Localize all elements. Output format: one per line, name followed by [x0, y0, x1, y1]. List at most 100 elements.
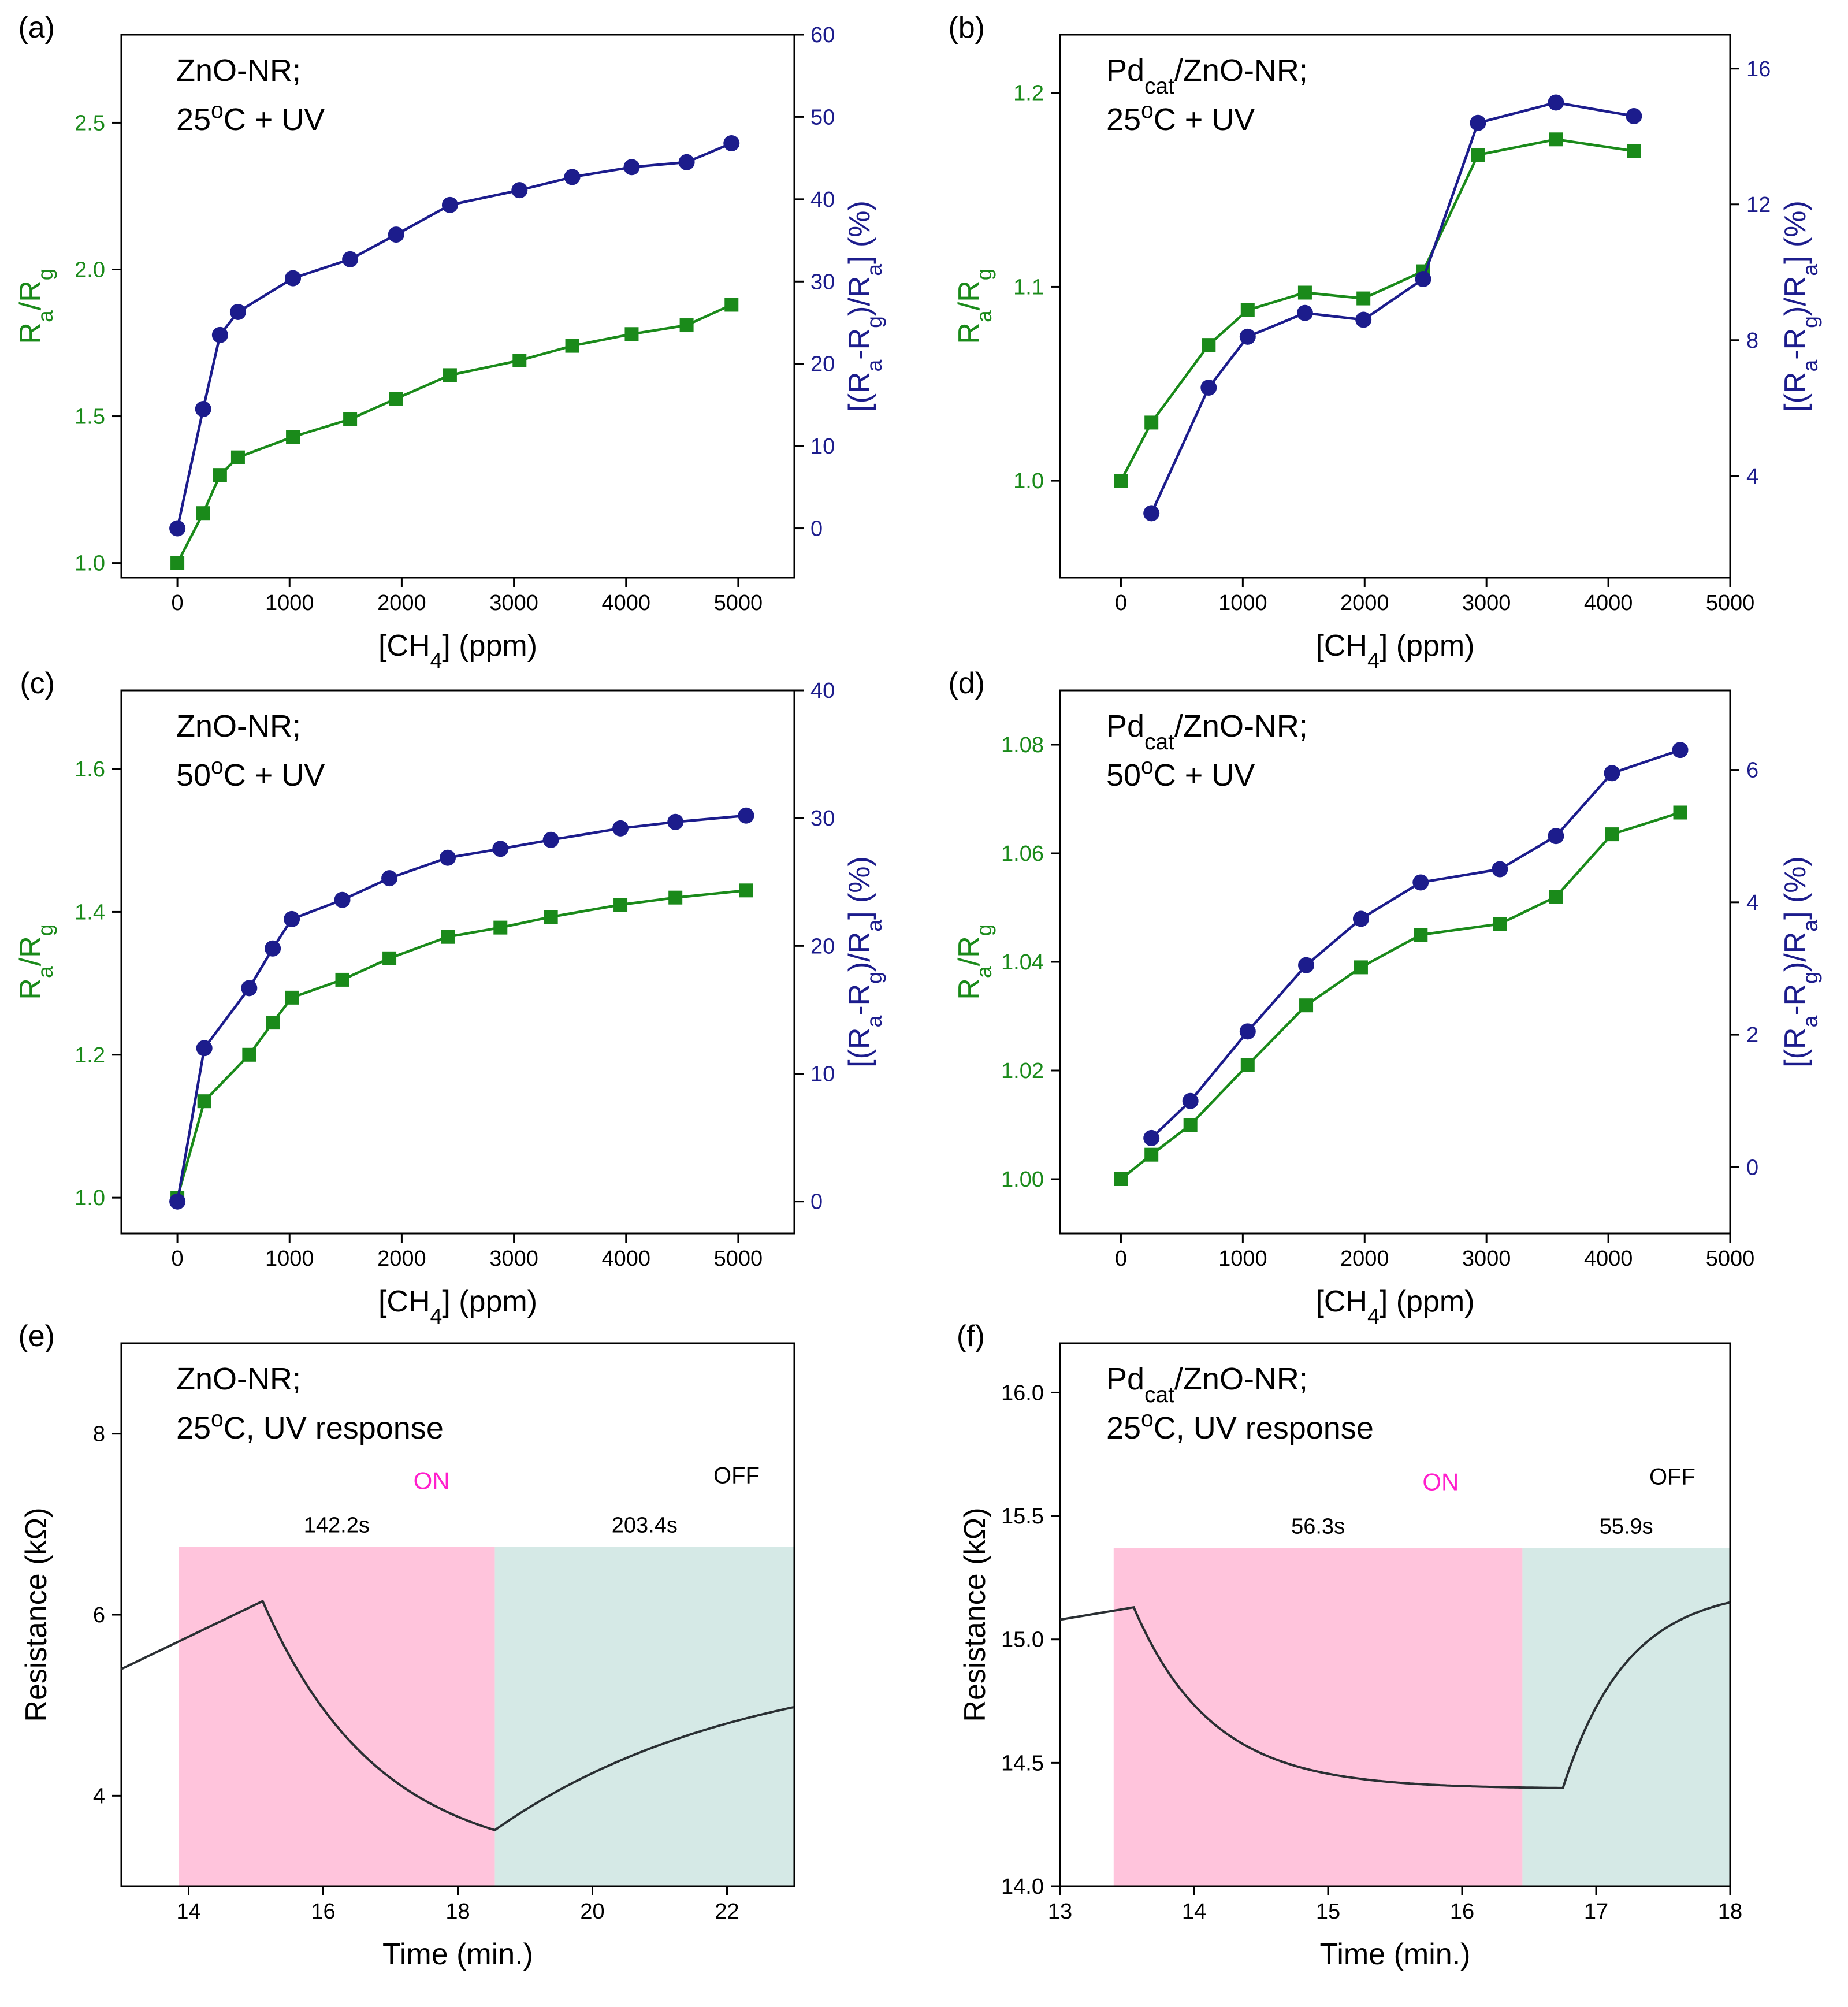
sample-label: Pdcat/ZnO-NR;: [1106, 709, 1308, 755]
ratio-data-point: [197, 1094, 211, 1109]
y2-tick-label: 10: [810, 1062, 835, 1087]
ratio-data-point: [1240, 1058, 1255, 1072]
response-data-point: [678, 154, 695, 170]
ratio-data-point: [724, 298, 739, 312]
response-data-point: [388, 226, 404, 243]
condition-label: 25oC, UV response: [1106, 1407, 1374, 1446]
resistance-trace: [121, 1599, 795, 1832]
panel-label: (f): [957, 1320, 985, 1353]
y2-tick-label: 0: [810, 1190, 823, 1214]
ratio-data-point: [285, 990, 299, 1005]
panel-label: (c): [20, 667, 55, 700]
y-tick-label: 6: [93, 1603, 105, 1627]
y-axis-label: Ra/Rg: [953, 924, 996, 999]
ratio-series-line: [1120, 811, 1681, 1180]
y-tick-label: 1.2: [75, 1043, 105, 1068]
ratio-data-point: [1114, 1172, 1128, 1186]
x-axis-label: Time (min.): [382, 1938, 533, 1971]
y-tick-label: 1.2: [1013, 81, 1044, 106]
condition-label: 50oC + UV: [1106, 754, 1255, 793]
y-tick-label: 8: [93, 1422, 105, 1447]
x-tick-label: 4000: [1584, 1247, 1633, 1271]
x-tick-label: 1000: [265, 591, 314, 615]
x-tick-label: 2000: [377, 1247, 426, 1271]
condition-label: 25oC + UV: [1106, 98, 1255, 137]
ratio-data-point: [242, 1047, 256, 1062]
y2-tick-label: 4: [1746, 464, 1758, 489]
on-duration-label: 142.2s: [304, 1514, 370, 1538]
ratio-data-point: [668, 890, 683, 905]
response-data-point: [285, 270, 302, 287]
response-data-point: [1143, 1129, 1160, 1146]
x-tick-label: 4000: [601, 1247, 650, 1271]
uv-off-label: OFF: [1649, 1465, 1695, 1490]
ratio-data-point: [1299, 998, 1314, 1013]
y-tick-label: 1.06: [1001, 842, 1044, 866]
ratio-data-point: [565, 339, 579, 353]
panel-label: (d): [948, 667, 985, 700]
ratio-data-point: [1114, 474, 1128, 488]
response-data-point: [342, 251, 359, 267]
x-tick-label: 20: [580, 1900, 604, 1924]
x-tick-label: 5000: [714, 1247, 763, 1271]
x-tick-label: 0: [1115, 591, 1127, 615]
y-tick-label: 1.00: [1001, 1168, 1044, 1192]
uv-on-region: [179, 1547, 495, 1886]
y2-tick-label: 60: [810, 23, 835, 47]
y-tick-label: 2.0: [75, 258, 105, 282]
uv-on-label: ON: [414, 1467, 450, 1495]
ratio-data-point: [389, 392, 403, 406]
response-data-point: [1200, 380, 1217, 396]
x-tick-label: 16: [1450, 1900, 1474, 1924]
y2-tick-label: 16: [1746, 57, 1771, 81]
plot-frame: [120, 689, 795, 1235]
chart-panel-c: 0 1000 2000 3000 4000 5000 1.0 1.2 1.4 1.6 0 10 20 30…: [14, 667, 886, 1328]
y-tick-label: 1.04: [1001, 950, 1044, 975]
condition-label: 25oC + UV: [176, 98, 325, 137]
response-data-point: [284, 910, 300, 927]
chart-panel-e: 142.2s 203.4s ON OFF 14 16 18 20 22 4 6 8 Time (min.…: [18, 1320, 795, 1971]
x-tick-label: 1000: [1218, 591, 1267, 615]
sample-label: Pdcat/ZnO-NR;: [1106, 53, 1308, 99]
y-axis-label: Ra/Rg: [953, 268, 996, 344]
response-data-point: [195, 401, 211, 418]
ratio-data-point: [266, 1016, 280, 1030]
x-axis-label: [CH4] (ppm): [378, 629, 537, 672]
sample-label: ZnO-NR;: [176, 53, 301, 88]
x-tick-label: 17: [1584, 1900, 1608, 1924]
response-data-point: [1298, 957, 1315, 973]
y-axis-label: Ra/Rg: [14, 924, 57, 999]
y2-tick-label: 4: [1746, 891, 1758, 915]
condition-label: 50oC + UV: [176, 754, 325, 793]
response-data-point: [738, 807, 754, 824]
plot-frame: [120, 34, 795, 579]
y2-tick-label: 20: [810, 934, 835, 958]
y-axis-label: Ra/Rg: [14, 268, 57, 344]
x-tick-label: 0: [172, 591, 184, 615]
response-data-point: [667, 813, 684, 830]
plot-frame: [1059, 34, 1731, 579]
ratio-data-point: [286, 430, 300, 444]
x-tick-label: 0: [172, 1247, 184, 1271]
response-data-point: [542, 831, 559, 848]
y-tick-label: 1.02: [1001, 1059, 1044, 1083]
uv-off-label: OFF: [713, 1463, 760, 1489]
resistance-trace: [1059, 1601, 1731, 1789]
x-axis-label: [CH4] (ppm): [1315, 1285, 1474, 1328]
y2-tick-label: 0: [810, 517, 823, 541]
ratio-data-point: [512, 354, 527, 367]
x-tick-label: 1000: [265, 1247, 314, 1271]
y2-tick-label: 30: [810, 270, 835, 294]
ratio-data-point: [613, 898, 628, 912]
ratio-data-point: [1627, 144, 1641, 158]
x-tick-label: 16: [311, 1900, 335, 1924]
x-tick-label: 18: [445, 1900, 470, 1924]
x-tick-label: 0: [1115, 1247, 1127, 1271]
x-tick-label: 5000: [714, 591, 763, 615]
ratio-data-point: [1183, 1118, 1198, 1132]
ratio-data-point: [739, 883, 753, 898]
x-axis-label: [CH4] (ppm): [1315, 629, 1474, 672]
y2-tick-label: 50: [810, 105, 835, 129]
response-data-point: [169, 1193, 186, 1210]
